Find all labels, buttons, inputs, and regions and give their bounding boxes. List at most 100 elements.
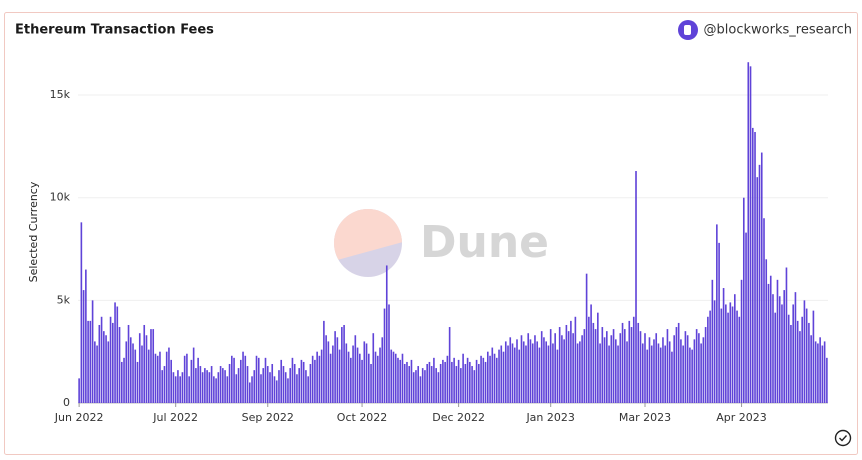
bar — [394, 353, 397, 403]
bar — [666, 329, 669, 403]
bar — [498, 349, 500, 403]
y-axis-label: Selected Currency — [27, 181, 40, 282]
bar — [491, 347, 494, 403]
x-tick-label: Mar 2023 — [619, 411, 671, 424]
x-tick-label: Jan 2023 — [525, 411, 574, 424]
bar — [823, 341, 826, 403]
bar — [356, 347, 359, 403]
bar — [273, 376, 276, 403]
bar — [783, 290, 786, 403]
bar — [751, 127, 754, 403]
bar — [630, 327, 633, 403]
bar — [311, 355, 314, 403]
bar — [96, 345, 98, 403]
bar — [271, 363, 274, 403]
bar — [722, 288, 725, 403]
bar — [305, 370, 307, 403]
bar — [219, 366, 222, 403]
bar — [424, 370, 426, 403]
bar — [376, 355, 379, 403]
bar — [361, 359, 363, 403]
bar — [518, 349, 521, 403]
bar — [291, 357, 294, 403]
bar — [132, 343, 134, 403]
bar — [808, 322, 810, 403]
bar — [316, 351, 318, 403]
bar — [451, 361, 453, 403]
bar — [421, 368, 424, 403]
bar — [406, 361, 408, 403]
bar — [626, 341, 628, 403]
x-tick-label: Oct 2022 — [337, 411, 388, 424]
bar — [385, 265, 388, 403]
bar — [269, 372, 271, 403]
bar — [772, 294, 774, 403]
bar — [127, 324, 130, 403]
check-icon[interactable] — [834, 429, 852, 447]
bar — [181, 372, 184, 403]
bar — [379, 347, 381, 403]
bar — [433, 357, 435, 403]
bar — [370, 363, 372, 403]
bar — [426, 363, 428, 403]
bar — [540, 331, 543, 403]
bar — [282, 366, 285, 403]
bar — [812, 310, 815, 403]
bar — [684, 331, 687, 403]
bar — [287, 378, 289, 403]
bar — [725, 304, 727, 403]
bar — [796, 320, 799, 403]
bar — [237, 368, 240, 403]
bar — [383, 308, 386, 403]
bar — [464, 363, 467, 403]
bar — [495, 357, 498, 403]
bar — [731, 306, 734, 403]
bar — [186, 353, 188, 403]
bar — [367, 353, 370, 403]
bar — [547, 345, 550, 403]
bar — [116, 306, 119, 403]
bar — [765, 259, 768, 403]
bar — [201, 372, 204, 403]
bar — [89, 320, 92, 403]
bar — [172, 372, 175, 403]
bar — [817, 343, 819, 403]
bar — [125, 341, 128, 403]
bar — [179, 376, 181, 403]
bar — [781, 304, 783, 403]
bar — [475, 359, 478, 403]
bar — [334, 331, 336, 403]
bar — [500, 345, 503, 403]
bar — [689, 347, 691, 403]
bar — [469, 361, 471, 403]
bar — [231, 355, 233, 403]
bar — [556, 349, 559, 403]
bar — [473, 370, 476, 403]
bar — [536, 341, 539, 403]
bar — [648, 337, 651, 403]
bar — [457, 359, 460, 403]
bar — [455, 366, 458, 403]
bar — [206, 370, 208, 403]
bar — [482, 357, 485, 403]
bar — [442, 359, 444, 403]
bar — [740, 279, 743, 403]
bar — [372, 333, 375, 403]
bar — [329, 353, 332, 403]
bar — [522, 341, 525, 403]
bar — [242, 351, 244, 403]
bar — [296, 374, 298, 403]
bar — [567, 331, 570, 403]
bar — [210, 366, 213, 403]
bar — [298, 368, 300, 403]
bar — [215, 378, 217, 403]
bar — [680, 339, 682, 403]
bar — [583, 329, 586, 403]
bar — [592, 322, 595, 403]
bar — [448, 327, 451, 403]
bar — [444, 361, 446, 403]
x-tick-label: Jul 2022 — [152, 411, 198, 424]
x-tick-label: Dec 2022 — [432, 411, 485, 424]
